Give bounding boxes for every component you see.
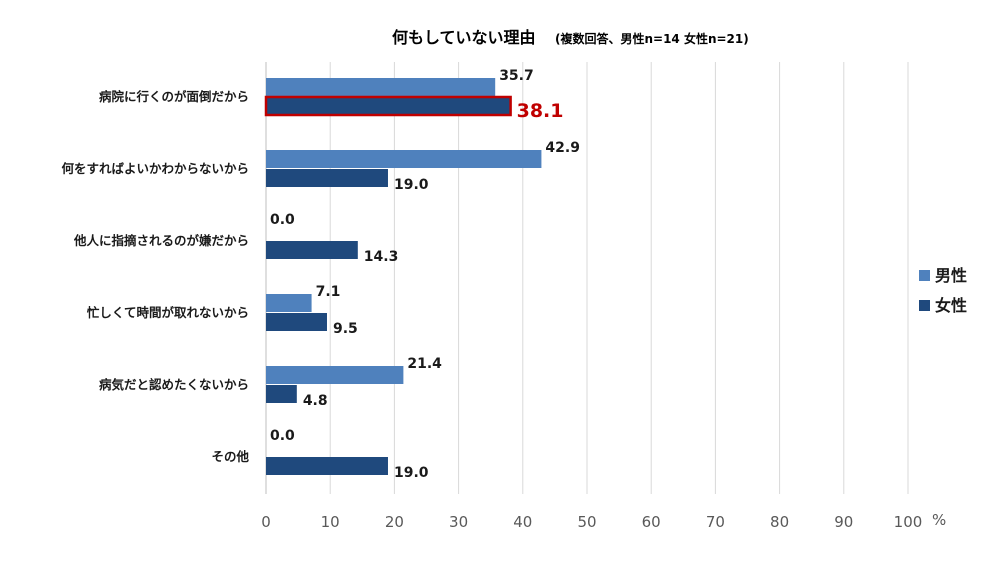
gridlines bbox=[265, 62, 909, 494]
legend-swatch bbox=[919, 300, 930, 311]
bar-female bbox=[266, 385, 297, 403]
x-tick-label: 40 bbox=[513, 513, 532, 531]
chart-subtitle: (複数回答、男性n=14 女性n=21) bbox=[555, 31, 749, 46]
x-tick-label: 0 bbox=[261, 513, 271, 531]
data-label: 35.7 bbox=[499, 68, 534, 84]
category-label: 病気だと認めたくないから bbox=[99, 377, 249, 392]
category-label: 他人に指摘されるのが嫌だから bbox=[73, 233, 249, 248]
category-label: 忙しくて時間が取れないから bbox=[87, 305, 249, 320]
legend-label: 女性 bbox=[935, 296, 967, 315]
x-tick-label: 100 bbox=[894, 513, 923, 531]
data-label: 21.4 bbox=[407, 356, 442, 372]
data-label: 9.5 bbox=[333, 321, 358, 337]
data-label: 4.8 bbox=[303, 393, 328, 409]
bar-male bbox=[266, 150, 542, 168]
data-label: 38.1 bbox=[517, 100, 564, 122]
bar-male bbox=[266, 78, 496, 96]
category-label: 何をすればよいかわからないから bbox=[61, 161, 249, 176]
x-tick-label: 20 bbox=[385, 513, 404, 531]
bar-female bbox=[266, 457, 388, 475]
data-labels: 35.7 38.1 42.9 19.0 0.0 14.3 7.1 9.5 21.4 4.8 0.0 1… bbox=[270, 68, 580, 481]
bar-female bbox=[266, 241, 358, 259]
chart-title: 何もしていない理由 bbox=[392, 28, 536, 47]
legend-label: 男性 bbox=[935, 266, 967, 285]
bar-female bbox=[264, 95, 512, 117]
bar-female bbox=[266, 169, 388, 187]
category-label: その他 bbox=[211, 449, 249, 464]
x-tick-label: 60 bbox=[642, 513, 661, 531]
x-tick-label: 70 bbox=[706, 513, 725, 531]
category-label: 病院に行くのが面倒だから bbox=[99, 89, 249, 104]
x-tick-label: 10 bbox=[321, 513, 340, 531]
bar-male bbox=[266, 294, 312, 312]
data-label: 7.1 bbox=[316, 284, 341, 300]
data-label: 42.9 bbox=[545, 140, 580, 156]
x-tick-label: 50 bbox=[577, 513, 596, 531]
legend-swatch bbox=[919, 270, 930, 281]
data-label: 14.3 bbox=[364, 249, 399, 265]
x-axis-unit: % bbox=[932, 511, 946, 529]
bar-female bbox=[266, 313, 327, 331]
x-tick-label: 90 bbox=[834, 513, 853, 531]
data-label: 0.0 bbox=[270, 212, 295, 228]
data-label: 0.0 bbox=[270, 428, 295, 444]
x-tick-label: 80 bbox=[770, 513, 789, 531]
x-axis-ticks: 0 10 20 30 40 50 60 70 80 90 100 bbox=[261, 513, 922, 531]
data-label: 19.0 bbox=[394, 465, 429, 481]
bars bbox=[264, 78, 542, 475]
category-labels: 病院に行くのが面倒だから何をすればよいかわからないから他人に指摘されるのが嫌だか… bbox=[61, 89, 249, 464]
data-label: 19.0 bbox=[394, 177, 429, 193]
x-tick-label: 30 bbox=[449, 513, 468, 531]
bar-male bbox=[266, 366, 404, 384]
